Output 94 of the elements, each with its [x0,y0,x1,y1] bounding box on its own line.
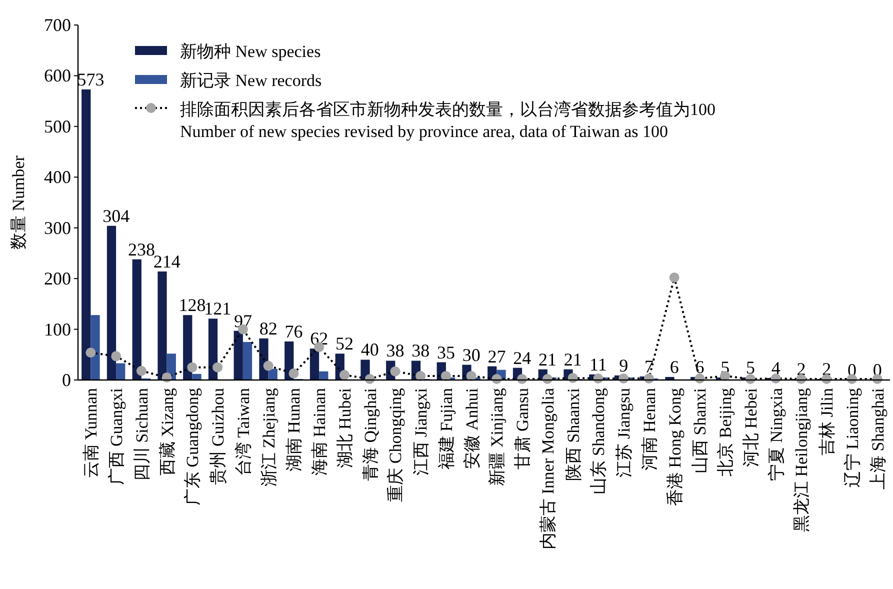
data-label: 11 [590,354,607,374]
x-tick-label: 四川 Sichuan [132,388,152,482]
legend-label: 新记录 New records [180,71,322,90]
legend-label: 排除面积因素后各省区市新物种发表的数量，以台湾省数据参考值为100 Number of new species revised by province area, data of Taiwan as 100 [180,100,716,141]
x-tick-label: 上海 Shanghai [868,388,888,490]
point [669,272,680,283]
data-label: 40 [360,340,379,360]
legend-label: 新物种 New species [180,42,321,61]
point [416,370,426,381]
x-tick-label: 贵州 Guizhou [208,388,228,485]
y-tick-label: 100 [44,319,71,340]
x-tick-label: 香港 Hong Kong [665,388,684,506]
x-tick-label: 青海 Qinghai [360,388,380,482]
x-tick-label: 云南 Yunnan [82,388,101,478]
point [466,370,476,381]
data-label: 128 [178,295,206,316]
data-label: 76 [284,321,303,342]
x-tick-label: 河南 Henan [640,388,659,471]
x-tick-label: 安徽 Anhui [462,388,482,469]
x-tick-label: 江苏 Jiangsu [614,388,634,478]
x-tick-label: 台湾 Taiwan [234,388,253,476]
x-tick-label: 黑龙江 Heilongjiang [792,388,812,532]
data-label: 9 [619,355,628,376]
x-tick-label: 福建 Fujian [436,388,456,470]
y-axis-title: 数量 Number [9,155,28,250]
data-label: 21 [564,349,582,370]
data-label: 121 [204,298,232,319]
x-tick-label: 浙江 Zhejiang [259,388,278,487]
y-tick-label: 0 [62,370,71,390]
point [288,368,299,378]
x-tick-label: 海南 Hainan [310,388,330,476]
data-label: 214 [153,251,180,272]
point [440,370,451,381]
data-label: 27 [488,346,506,366]
data-label: 35 [436,342,455,362]
x-tick-label: 甘肃 Gansu [513,388,532,470]
bar [192,374,202,380]
data-label: 38 [412,340,430,361]
point [187,362,198,372]
data-label: 38 [386,340,404,361]
data-label: 24 [513,348,532,368]
data-label: 5 [746,357,755,378]
bar [183,315,192,380]
y-tick-label: 700 [44,15,71,35]
bar [132,259,142,380]
bar [158,271,167,380]
bar [319,371,328,380]
x-tick-label: 吉林 Jilin [818,388,837,456]
data-label: 7 [644,356,654,376]
x-tick-label: 湖北 Hubei [335,388,354,468]
data-label: 573 [77,69,104,90]
bar [82,89,91,380]
x-tick-label: 新疆 Xinjiang [488,388,507,486]
x-tick-label: 重庆 Chongqing [386,388,406,502]
x-tick-label: 内蒙古 Inner Mongolia [538,388,558,550]
x-tick-label: 山西 Shanxi [690,388,710,474]
bar [106,226,116,380]
y-tick-label: 300 [44,218,71,238]
bar [310,348,320,380]
point [263,360,274,371]
bar [90,315,100,380]
y-tick-label: 200 [44,268,71,289]
x-tick-label: 西藏 Xizang [158,388,177,476]
data-label: 21 [538,349,556,370]
x-tick-label: 广东 Guangdong [183,388,202,506]
point [390,366,400,376]
bar [242,342,252,380]
point [339,370,350,380]
x-tick-label: 江西 Jiangxi [412,388,431,476]
x-tick-label: 陕西 Shaanxi [564,388,583,482]
x-tick-label: 山东 Shandong [589,388,608,494]
bar [208,318,218,380]
point [136,366,146,376]
x-tick-label: 湖南 Hunan [284,388,304,472]
x-tick-label: 宁夏 Ningxia [766,388,786,482]
x-tick-label: 河北 Hebei [741,388,760,467]
data-label: 30 [462,344,480,365]
data-label: 82 [259,318,278,338]
data-label: 304 [102,206,130,226]
bar [116,363,126,380]
point [212,362,223,372]
y-tick-label: 400 [44,167,71,188]
x-tick-label: 广西 Guangxi [107,388,126,485]
x-tick-label: 辽宁 Liaoning [842,388,862,488]
bar [234,330,243,380]
data-label: 4 [771,358,780,378]
point [86,348,96,358]
y-tick-label: 600 [44,66,71,86]
point [111,351,122,362]
data-label: 6 [670,356,679,377]
data-label: 238 [128,239,155,260]
y-tick-label: 500 [44,116,71,136]
data-label: 52 [335,334,354,354]
x-tick-label: 北京 Beijing [716,388,736,476]
